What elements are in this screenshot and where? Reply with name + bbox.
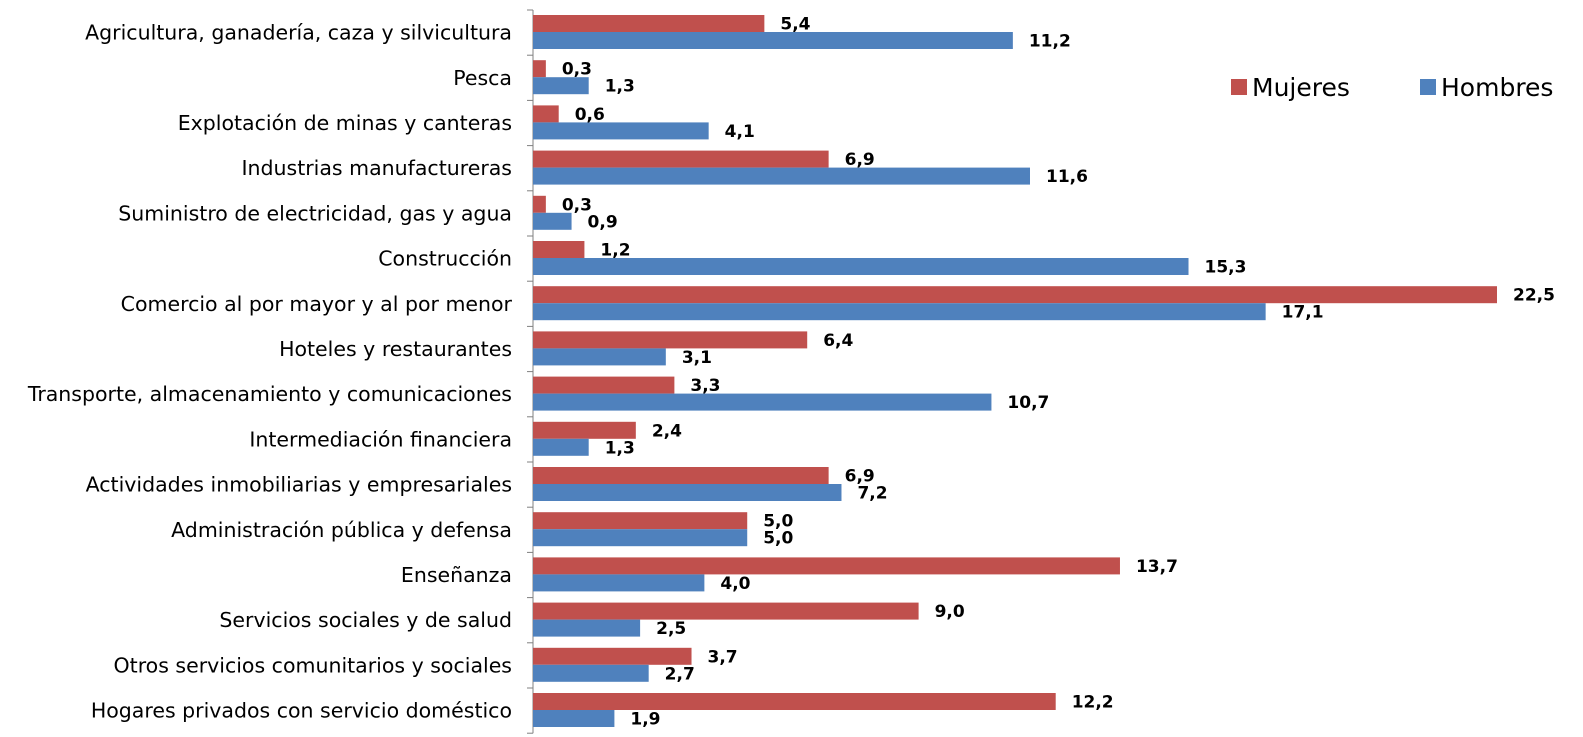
legend-swatch-hombres <box>1420 79 1436 95</box>
data-label-mujeres: 0,3 <box>562 195 592 215</box>
data-label-mujeres: 13,7 <box>1136 557 1178 577</box>
bar-hombres <box>533 529 748 547</box>
bar-mujeres <box>533 286 1497 304</box>
category-label: Explotación de minas y canteras <box>178 111 512 135</box>
category-label: Actividades inmobiliarias y empresariale… <box>86 473 512 497</box>
data-label-hombres: 1,9 <box>630 710 660 730</box>
bar-mujeres <box>533 241 585 258</box>
bar-mujeres <box>533 331 808 349</box>
data-label-mujeres: 6,9 <box>845 150 875 170</box>
bar-mujeres <box>533 467 829 484</box>
data-label-mujeres: 0,6 <box>575 105 605 125</box>
category-label: Administración pública y defensa <box>171 518 512 542</box>
category-label: Suministro de electricidad, gas y agua <box>118 201 512 225</box>
category-label: Otros servicios comunitarios y sociales <box>114 653 512 677</box>
bar-mujeres <box>533 15 765 32</box>
bar-hombres <box>533 393 992 411</box>
category-label: Transporte, almacenamiento y comunicacio… <box>27 382 512 406</box>
bar-hombres <box>533 258 1189 275</box>
category-label: Industrias manufactureras <box>241 156 512 180</box>
bars-layer <box>533 15 1497 727</box>
legend-label-hombres: Hombres <box>1441 73 1553 102</box>
data-label-hombres: 7,2 <box>857 484 887 504</box>
data-label-mujeres: 5,0 <box>763 512 793 532</box>
data-label-mujeres: 0,3 <box>562 60 592 80</box>
bar-mujeres <box>533 512 748 530</box>
category-label: Hogares privados con servicio doméstico <box>91 699 512 723</box>
labels-layer: 5,411,20,31,30,64,16,911,60,30,91,215,32… <box>562 15 1555 730</box>
data-label-hombres: 10,7 <box>1007 393 1049 413</box>
legend-swatch-mujeres <box>1231 79 1247 95</box>
data-label-mujeres: 22,5 <box>1513 286 1555 306</box>
bar-mujeres <box>533 376 675 394</box>
bar-mujeres <box>533 647 692 665</box>
category-label: Comercio al por mayor y al por menor <box>121 292 513 316</box>
bar-mujeres <box>533 421 636 439</box>
data-label-mujeres: 9,0 <box>935 602 965 622</box>
bar-hombres <box>533 212 572 230</box>
category-label: Construcción <box>378 247 512 271</box>
bar-hombres <box>533 122 709 140</box>
category-label: Pesca <box>453 66 512 90</box>
data-label-mujeres: 3,7 <box>708 647 738 667</box>
bar-hombres <box>533 484 842 501</box>
bar-mujeres <box>533 105 559 123</box>
data-label-mujeres: 12,2 <box>1072 693 1114 713</box>
bar-hombres <box>533 77 589 95</box>
data-label-hombres: 17,1 <box>1282 303 1324 323</box>
bar-mujeres <box>533 60 546 78</box>
data-label-mujeres: 3,3 <box>690 376 720 396</box>
legend: Mujeres Hombres <box>1231 73 1553 102</box>
data-label-mujeres: 1,2 <box>600 241 630 261</box>
data-label-hombres: 0,9 <box>588 212 618 232</box>
data-label-hombres: 5,0 <box>763 529 793 549</box>
data-label-hombres: 11,2 <box>1029 32 1071 52</box>
category-label: Intermediación financiera <box>249 427 512 451</box>
data-label-hombres: 1,3 <box>605 77 635 97</box>
data-label-hombres: 2,7 <box>665 664 695 684</box>
bar-mujeres <box>533 150 829 168</box>
bar-hombres <box>533 167 1030 185</box>
data-label-mujeres: 2,4 <box>652 421 682 441</box>
bar-hombres <box>533 348 666 366</box>
data-label-mujeres: 6,9 <box>845 467 875 487</box>
bar-mujeres <box>533 693 1056 710</box>
data-label-hombres: 3,1 <box>682 348 712 368</box>
data-label-hombres: 1,3 <box>605 438 635 458</box>
axis-layer: Agricultura, ganadería, caza y silvicult… <box>27 9 534 734</box>
bar-mujeres <box>533 602 919 620</box>
bar-hombres <box>533 574 705 592</box>
category-label: Enseñanza <box>401 563 512 587</box>
data-label-hombres: 4,1 <box>725 122 755 142</box>
bar-hombres <box>533 303 1266 321</box>
bar-mujeres <box>533 557 1120 575</box>
category-label: Hoteles y restaurantes <box>279 337 512 361</box>
bar-hombres <box>533 438 589 456</box>
bar-hombres <box>533 619 641 637</box>
data-label-hombres: 11,6 <box>1046 167 1088 187</box>
bar-hombres <box>533 32 1013 49</box>
data-label-hombres: 4,0 <box>720 574 750 594</box>
data-label-hombres: 15,3 <box>1205 258 1247 278</box>
bar-mujeres <box>533 195 546 213</box>
category-label: Agricultura, ganadería, caza y silvicult… <box>85 21 512 45</box>
bar-hombres <box>533 664 649 682</box>
data-label-mujeres: 6,4 <box>823 331 853 351</box>
bar-hombres <box>533 710 615 727</box>
data-label-hombres: 2,5 <box>656 619 686 639</box>
data-label-mujeres: 5,4 <box>780 15 810 35</box>
category-label: Servicios sociales y de salud <box>219 608 512 632</box>
legend-label-mujeres: Mujeres <box>1252 73 1350 102</box>
